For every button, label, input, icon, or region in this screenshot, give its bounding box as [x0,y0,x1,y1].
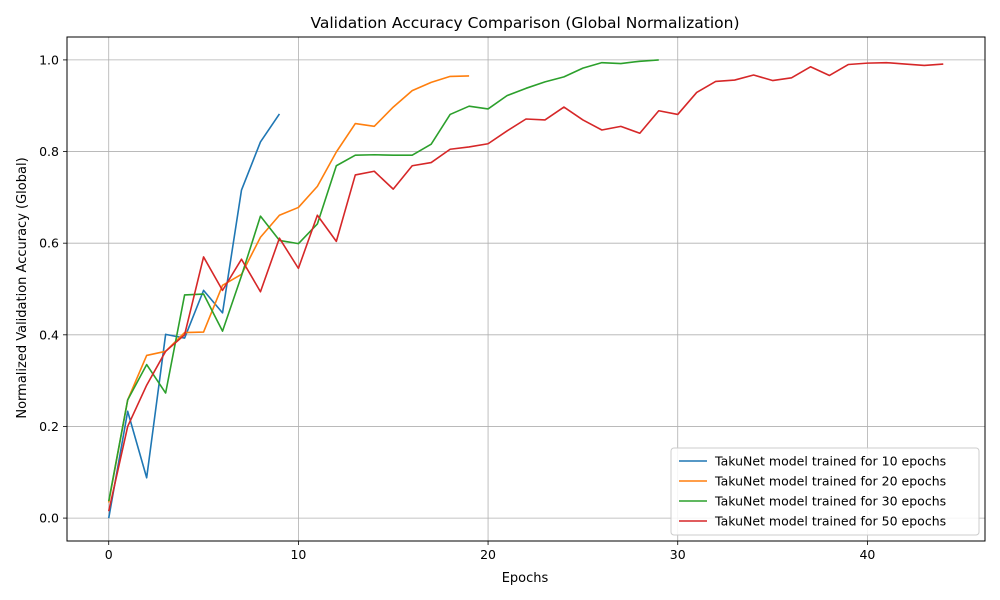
x-tick-label: 20 [480,547,496,562]
x-axis-label: Epochs [502,571,549,586]
legend-label-2: TakuNet model trained for 20 epochs [714,474,946,489]
x-tick-label: 30 [670,547,686,562]
axis-ticks: 0 10 20 30 40 0.0 0.2 0.4 0.6 0.8 1.0 [39,52,875,562]
chart-title: Validation Accuracy Comparison (Global N… [310,14,739,32]
x-tick-label: 40 [859,547,875,562]
series-line-1 [107,113,281,519]
plot-area-frame [66,36,986,542]
grid [67,37,985,541]
y-tick-label: 0.6 [39,236,59,251]
legend-box [670,447,980,536]
series-lines [107,59,944,519]
x-tick-label: 10 [290,547,306,562]
y-tick-label: 0.4 [39,327,59,342]
y-tick-label: 0.8 [39,144,59,159]
y-tick-label: 0.0 [39,511,59,526]
legend: TakuNet model trained for 10 epochs TakuN… [670,447,980,536]
y-tick-label: 0.2 [39,419,59,434]
legend-label-3: TakuNet model trained for 30 epochs [714,494,946,509]
x-tick-label: 0 [105,547,113,562]
legend-label-1: TakuNet model trained for 10 epochs [714,454,946,469]
legend-label-4: TakuNet model trained for 50 epochs [714,514,946,529]
y-axis-label: Normalized Validation Accuracy (Global) [15,157,30,418]
series-line-3 [107,59,659,502]
series-line-4 [107,61,944,512]
y-tick-label: 1.0 [39,52,59,67]
